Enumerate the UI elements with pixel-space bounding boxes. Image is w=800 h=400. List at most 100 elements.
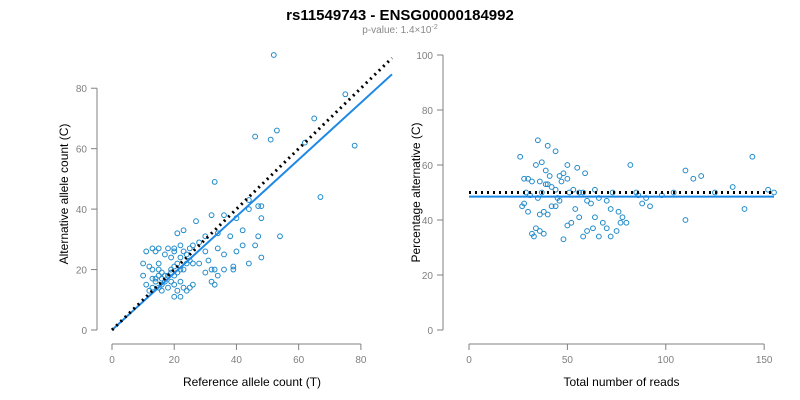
- data-point: [544, 142, 551, 149]
- data-point: [643, 195, 649, 201]
- data-point: [183, 287, 190, 294]
- data-point: [749, 153, 756, 160]
- x-tick-label: 80: [355, 355, 367, 366]
- data-point: [580, 233, 587, 240]
- data-point: [171, 248, 178, 255]
- data-point: [558, 178, 565, 185]
- data-point: [542, 181, 549, 188]
- y-tick-label: 100: [416, 51, 433, 62]
- data-point: [158, 269, 165, 276]
- x-tick-label: 100: [657, 355, 674, 366]
- data-point: [584, 197, 590, 204]
- data-point: [152, 275, 159, 282]
- data-point: [536, 228, 543, 234]
- data-point: [529, 230, 535, 237]
- data-point: [564, 222, 571, 229]
- data-point: [258, 254, 265, 261]
- x-axis: 0 20 40 60 80: [109, 343, 367, 366]
- y-tick-label: 20: [76, 266, 88, 277]
- x-axis: 0 50 100 150: [466, 343, 773, 366]
- data-point: [161, 272, 168, 279]
- data-point: [560, 170, 567, 177]
- fit-line: [111, 73, 393, 331]
- data-point: [149, 275, 156, 282]
- data-point: [267, 136, 274, 143]
- data-point: [174, 230, 181, 237]
- data-point: [180, 248, 187, 255]
- data-point: [595, 233, 602, 240]
- y-tick-label: 40: [422, 216, 434, 227]
- data-point: [155, 245, 162, 252]
- data-point: [239, 242, 246, 249]
- data-point: [564, 162, 571, 168]
- data-point: [208, 266, 215, 273]
- data-point: [177, 278, 184, 285]
- x-tick-label: 20: [169, 355, 181, 366]
- data-point: [342, 91, 349, 98]
- data-point: [171, 293, 178, 300]
- data-point: [183, 251, 190, 258]
- data-point: [599, 219, 606, 226]
- data-point: [590, 225, 596, 232]
- data-point: [544, 181, 551, 188]
- data-point: [189, 260, 196, 267]
- data-point: [729, 184, 736, 190]
- data-point: [556, 173, 563, 179]
- y-tick-label: 60: [76, 145, 88, 156]
- data-point: [301, 139, 308, 146]
- data-point: [311, 115, 318, 122]
- x-tick-label: 150: [756, 355, 773, 366]
- data-point: [252, 133, 259, 140]
- data-point: [542, 167, 549, 174]
- y-tick-label: 0: [81, 326, 87, 337]
- data-point: [205, 257, 212, 264]
- x-tick-label: 40: [231, 355, 243, 366]
- data-point: [533, 225, 539, 232]
- data-point: [245, 260, 252, 267]
- data-point: [196, 260, 203, 267]
- data-point: [174, 260, 181, 267]
- data-point: [152, 278, 159, 285]
- data-point: [670, 189, 677, 196]
- data-point: [140, 260, 147, 267]
- data-point: [168, 254, 175, 261]
- data-point: [619, 214, 626, 221]
- data-point: [270, 52, 277, 58]
- data-point: [607, 233, 614, 240]
- y-tick-label: 20: [422, 271, 434, 282]
- data-point: [180, 266, 187, 273]
- data-point: [168, 278, 175, 285]
- data-point: [211, 179, 218, 185]
- data-point: [627, 162, 634, 168]
- chart-title: rs11549743 - ENSG00000184992: [286, 7, 514, 24]
- data-point: [149, 284, 156, 291]
- data-point: [177, 293, 184, 300]
- data-point: [155, 272, 162, 279]
- data-point: [603, 197, 610, 204]
- data-point: [584, 228, 590, 234]
- data-point: [165, 245, 171, 252]
- data-point: [174, 287, 181, 294]
- data-point: [152, 248, 159, 255]
- y-axis-label: Percentage alternative (C): [409, 122, 423, 262]
- data-point: [230, 263, 237, 270]
- data-point: [221, 251, 227, 258]
- data-point: [189, 281, 196, 288]
- data-point: [177, 242, 184, 249]
- data-point: [771, 189, 777, 196]
- data-point: [560, 236, 567, 243]
- data-point: [140, 272, 147, 279]
- p-value-text: p-value: 1.4×10: [362, 25, 432, 36]
- data-point: [538, 189, 545, 196]
- data-point: [521, 175, 527, 182]
- data-point: [233, 248, 240, 255]
- data-point: [221, 212, 227, 219]
- data-point: [211, 281, 218, 288]
- data-point: [214, 272, 221, 279]
- y-tick-label: 60: [422, 161, 434, 172]
- data-point: [576, 189, 583, 196]
- data-point: [615, 208, 622, 215]
- data-point: [277, 233, 283, 240]
- y-tick-label: 80: [76, 84, 88, 95]
- data-point: [538, 159, 545, 166]
